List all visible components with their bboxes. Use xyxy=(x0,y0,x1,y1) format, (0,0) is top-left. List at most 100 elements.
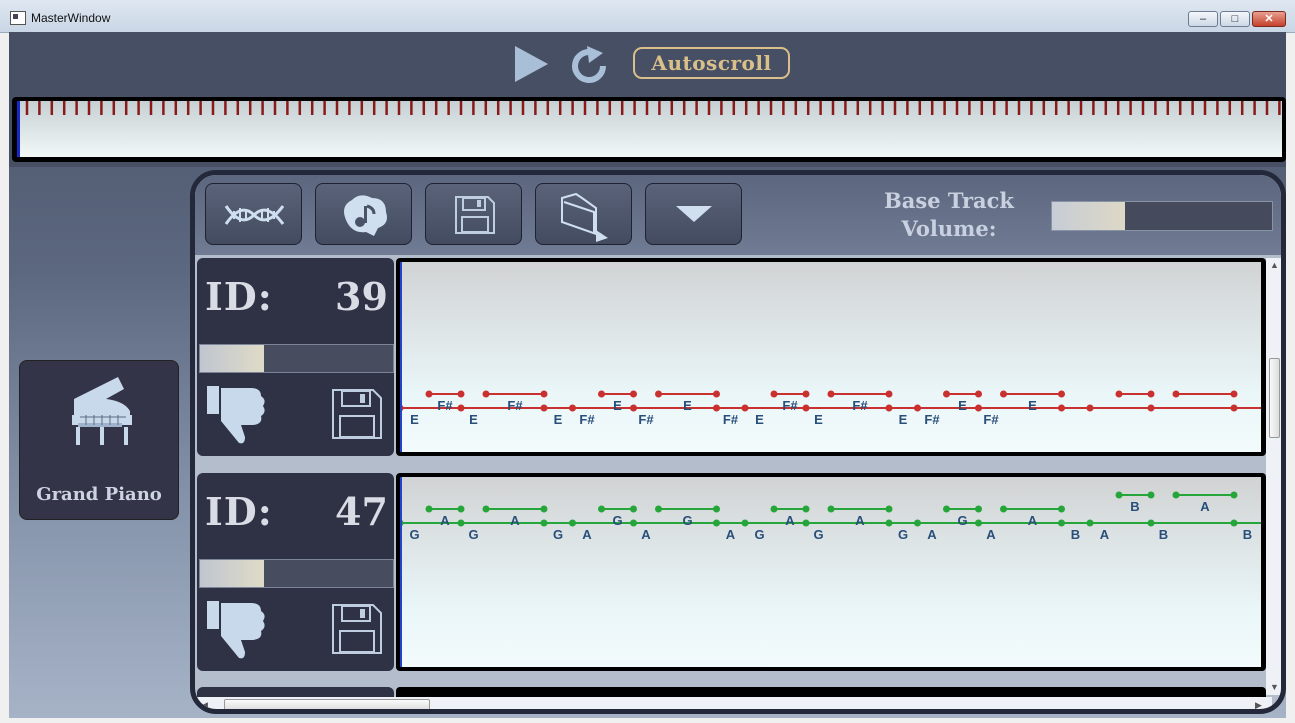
note-label: E xyxy=(469,412,478,427)
note-point xyxy=(943,390,950,398)
timeline[interactable] xyxy=(12,97,1286,162)
note-label: E xyxy=(958,398,967,413)
piano-roll-canvas[interactable]: E F# E F# E F# E F# E F# E F# E F# E F# E F# E xyxy=(400,262,1261,452)
note-point xyxy=(598,505,605,513)
note-point xyxy=(1058,404,1065,412)
note-point xyxy=(1058,505,1065,513)
maximize-button[interactable]: □ xyxy=(1220,11,1250,27)
playback-bar: Autoscroll xyxy=(9,32,1286,167)
vertical-scroll-thumb[interactable] xyxy=(1269,358,1280,438)
timeline-track[interactable] xyxy=(17,101,1282,157)
note-label: E xyxy=(814,412,823,427)
note-point xyxy=(540,390,548,398)
grand-piano-icon xyxy=(72,377,132,445)
note-point xyxy=(885,390,893,398)
note-point xyxy=(655,505,662,513)
dislike-button[interactable] xyxy=(205,597,267,659)
note-label: G xyxy=(612,513,622,528)
base-track-volume-slider[interactable] xyxy=(1051,201,1273,231)
play-icon xyxy=(515,46,548,82)
horizontal-scrollbar[interactable]: ◀ ▶ xyxy=(197,697,1272,710)
note-point xyxy=(457,404,465,412)
note-point xyxy=(713,404,720,412)
note-label: F# xyxy=(638,412,654,427)
replay-button[interactable] xyxy=(567,44,611,88)
note-label: F# xyxy=(852,398,868,413)
note-point xyxy=(569,404,576,412)
note-sequence: G A G A G A G A G A G A G A G A G A A B A B B A B xyxy=(400,491,1261,542)
note-label: E xyxy=(613,398,622,413)
track-save-button[interactable] xyxy=(331,388,383,440)
track-id-value: 47 xyxy=(335,489,388,534)
note-label: G xyxy=(813,527,823,542)
note-point xyxy=(655,390,662,398)
open-folder-button[interactable] xyxy=(535,183,632,245)
playhead-cursor[interactable] xyxy=(17,101,20,157)
note-label: F# xyxy=(782,398,798,413)
note-label: B xyxy=(1071,527,1080,542)
note-label: A xyxy=(641,527,651,542)
note-point xyxy=(569,519,576,527)
note-point xyxy=(802,390,810,398)
evolve-button[interactable] xyxy=(205,183,302,245)
note-point xyxy=(425,390,433,398)
scroll-right-arrow[interactable]: ▶ xyxy=(1255,700,1262,710)
more-options-button[interactable] xyxy=(645,183,742,245)
track-controls: ID: 47 xyxy=(197,473,394,671)
note-label: A xyxy=(785,513,795,528)
piano-roll[interactable]: G A G A G A G A G A G A G A G A G A A B A B B A B xyxy=(396,473,1266,671)
save-icon xyxy=(455,196,495,234)
note-point xyxy=(1172,390,1180,398)
piano-roll-canvas[interactable]: G A G A G A G A G A G A G A G A G A A B A B B A B xyxy=(400,477,1261,667)
note-point xyxy=(1147,390,1155,398)
track-volume-fill xyxy=(200,345,264,372)
tracks-panel: Base Track Volume: ID: 39 xyxy=(190,170,1286,714)
instrument-card[interactable]: Grand Piano xyxy=(19,360,179,520)
note-point xyxy=(540,519,548,527)
note-label: E xyxy=(410,412,419,427)
note-point xyxy=(1086,404,1094,412)
note-point xyxy=(885,505,893,513)
minimize-button[interactable]: ‒ xyxy=(1188,11,1218,27)
track-id-label: ID: xyxy=(205,489,273,534)
note-label: F# xyxy=(507,398,523,413)
track-save-button[interactable] xyxy=(331,603,383,655)
note-point xyxy=(457,519,465,527)
note-label: A xyxy=(927,527,937,542)
note-point xyxy=(885,519,893,527)
note-point xyxy=(1000,390,1007,398)
track-volume-slider[interactable] xyxy=(199,559,394,588)
horizontal-scroll-thumb[interactable] xyxy=(224,699,430,709)
note-point xyxy=(975,404,982,412)
note-label: B xyxy=(1243,527,1252,542)
note-point xyxy=(802,404,810,412)
note-point xyxy=(770,505,778,513)
close-button[interactable]: ✕ xyxy=(1252,11,1286,27)
note-label: A xyxy=(726,527,736,542)
note-point xyxy=(914,404,921,412)
scroll-up-arrow[interactable]: ▲ xyxy=(1270,260,1279,270)
scroll-down-arrow[interactable]: ▼ xyxy=(1270,682,1279,692)
dropdown-arrow-icon xyxy=(676,206,712,222)
note-label: E xyxy=(554,412,563,427)
note-point xyxy=(1086,519,1094,527)
scroll-left-arrow[interactable]: ◀ xyxy=(201,700,208,710)
piano-roll[interactable]: E F# E F# E F# E F# E F# E F# E F# E F# E F# E xyxy=(396,258,1266,456)
note-point xyxy=(425,505,433,513)
note-label: F# xyxy=(437,398,453,413)
vertical-scrollbar[interactable]: ▲ ▼ xyxy=(1266,258,1281,695)
music-brain-button[interactable] xyxy=(315,183,412,245)
note-label: F# xyxy=(924,412,940,427)
play-button[interactable] xyxy=(512,44,552,84)
note-point xyxy=(1000,505,1007,513)
note-point xyxy=(713,519,720,527)
note-point xyxy=(1058,390,1065,398)
dislike-button[interactable] xyxy=(205,382,267,444)
save-button[interactable] xyxy=(425,183,522,245)
note-label: F# xyxy=(579,412,595,427)
client-area: Autoscroll Grand Piano xyxy=(9,32,1286,718)
track-volume-slider[interactable] xyxy=(199,344,394,373)
timeline-ticks xyxy=(25,101,1281,115)
note-label: A xyxy=(1100,527,1110,542)
autoscroll-button[interactable]: Autoscroll xyxy=(633,47,790,79)
